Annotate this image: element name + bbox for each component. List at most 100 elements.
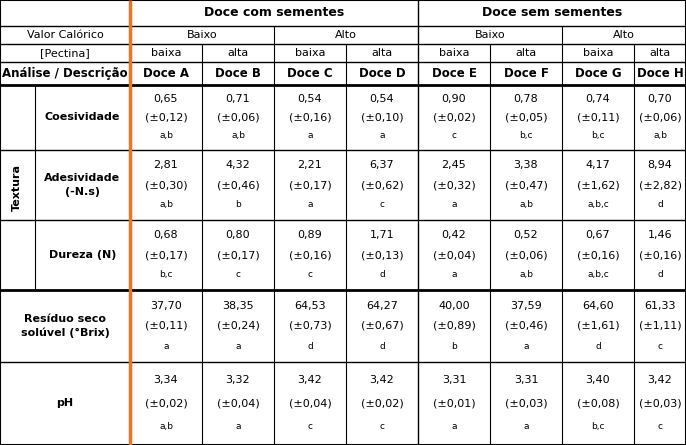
Text: c: c — [379, 200, 384, 209]
Text: 0,71: 0,71 — [226, 94, 250, 104]
Text: 3,32: 3,32 — [226, 375, 250, 385]
Text: (±0,12): (±0,12) — [145, 113, 187, 122]
Text: baixa: baixa — [582, 48, 613, 58]
Text: a: a — [451, 422, 457, 431]
Text: a: a — [451, 200, 457, 209]
Text: (±1,11): (±1,11) — [639, 321, 681, 331]
Text: (±0,46): (±0,46) — [505, 321, 547, 331]
Text: c: c — [307, 422, 313, 431]
Text: 1,71: 1,71 — [370, 231, 394, 240]
Text: a,b: a,b — [159, 200, 173, 209]
Text: d: d — [657, 270, 663, 279]
Text: Doce E: Doce E — [431, 67, 477, 80]
Text: a: a — [379, 131, 385, 140]
Text: (±0,06): (±0,06) — [505, 250, 547, 260]
Text: a: a — [235, 422, 241, 431]
Text: (±0,62): (±0,62) — [361, 180, 403, 190]
Text: (±0,02): (±0,02) — [433, 113, 475, 122]
Text: (±0,01): (±0,01) — [433, 399, 475, 409]
Text: 4,17: 4,17 — [586, 160, 611, 170]
Text: 3,40: 3,40 — [586, 375, 611, 385]
Text: d: d — [657, 200, 663, 209]
Text: 64,60: 64,60 — [582, 301, 614, 311]
Text: c: c — [657, 342, 663, 351]
Text: (±0,11): (±0,11) — [577, 113, 619, 122]
Text: a,b: a,b — [231, 131, 245, 140]
Text: 2,21: 2,21 — [298, 160, 322, 170]
Text: a,b: a,b — [159, 131, 173, 140]
Text: (±0,02): (±0,02) — [145, 399, 187, 409]
Text: (±0,04): (±0,04) — [217, 399, 259, 409]
Text: (±0,03): (±0,03) — [505, 399, 547, 409]
Text: (±0,03): (±0,03) — [639, 399, 681, 409]
Text: (±0,17): (±0,17) — [217, 250, 259, 260]
Text: 1,46: 1,46 — [648, 231, 672, 240]
Text: 0,70: 0,70 — [648, 94, 672, 104]
Text: baixa: baixa — [151, 48, 181, 58]
Text: 64,53: 64,53 — [294, 301, 326, 311]
Text: a: a — [163, 342, 169, 351]
Text: b,c: b,c — [591, 422, 605, 431]
Text: 38,35: 38,35 — [222, 301, 254, 311]
Text: 0,74: 0,74 — [586, 94, 611, 104]
Text: (±0,04): (±0,04) — [433, 250, 475, 260]
Text: a: a — [451, 270, 457, 279]
Text: alta: alta — [371, 48, 392, 58]
Text: a: a — [235, 342, 241, 351]
Text: 3,34: 3,34 — [154, 375, 178, 385]
Text: d: d — [379, 270, 385, 279]
Text: Alto: Alto — [613, 30, 635, 40]
Text: a,b: a,b — [159, 422, 173, 431]
Text: a,b,c: a,b,c — [587, 270, 609, 279]
Text: 0,65: 0,65 — [154, 94, 178, 104]
Text: 2,45: 2,45 — [442, 160, 466, 170]
Text: a,b: a,b — [519, 270, 533, 279]
Text: Doce D: Doce D — [359, 67, 405, 80]
Text: b,c: b,c — [159, 270, 173, 279]
Text: 0,68: 0,68 — [154, 231, 178, 240]
Text: Textura: Textura — [12, 164, 22, 211]
Text: a,b: a,b — [519, 200, 533, 209]
Text: (±0,06): (±0,06) — [217, 113, 259, 122]
Text: b,c: b,c — [591, 131, 605, 140]
Text: (±0,17): (±0,17) — [145, 250, 187, 260]
Text: Doce G: Doce G — [575, 67, 622, 80]
Text: Coesividade: Coesividade — [45, 113, 120, 122]
Text: baixa: baixa — [295, 48, 325, 58]
Text: Dureza (N): Dureza (N) — [49, 250, 116, 260]
Text: (±0,16): (±0,16) — [639, 250, 681, 260]
Text: (±0,24): (±0,24) — [217, 321, 259, 331]
Text: 3,31: 3,31 — [514, 375, 539, 385]
Text: alta: alta — [650, 48, 671, 58]
Text: 3,42: 3,42 — [298, 375, 322, 385]
Text: b: b — [451, 342, 457, 351]
Text: 0,54: 0,54 — [298, 94, 322, 104]
Text: (±1,62): (±1,62) — [577, 180, 619, 190]
Text: Baixo: Baixo — [187, 30, 217, 40]
Text: 0,89: 0,89 — [298, 231, 322, 240]
Text: (±0,10): (±0,10) — [361, 113, 403, 122]
Text: 3,42: 3,42 — [370, 375, 394, 385]
Text: Resíduo seco
solúvel (°Brix): Resíduo seco solúvel (°Brix) — [21, 314, 110, 338]
Text: (±0,30): (±0,30) — [145, 180, 187, 190]
Text: 6,37: 6,37 — [370, 160, 394, 170]
Text: 61,33: 61,33 — [644, 301, 676, 311]
Text: a,b,c: a,b,c — [587, 200, 609, 209]
Text: (±0,16): (±0,16) — [289, 250, 331, 260]
Text: d: d — [595, 342, 601, 351]
Text: 2,81: 2,81 — [154, 160, 178, 170]
Text: Doce H: Doce H — [637, 67, 683, 80]
Text: Alto: Alto — [335, 30, 357, 40]
Text: 8,94: 8,94 — [648, 160, 672, 170]
Text: (±0,47): (±0,47) — [505, 180, 547, 190]
Text: alta: alta — [515, 48, 536, 58]
Text: (±0,17): (±0,17) — [289, 180, 331, 190]
Text: 3,42: 3,42 — [648, 375, 672, 385]
Text: (±0,13): (±0,13) — [361, 250, 403, 260]
Text: (±2,82): (±2,82) — [639, 180, 681, 190]
Text: 0,80: 0,80 — [226, 231, 250, 240]
Text: (±0,05): (±0,05) — [505, 113, 547, 122]
Text: Doce com sementes: Doce com sementes — [204, 7, 344, 20]
Text: 3,31: 3,31 — [442, 375, 466, 385]
Text: (±0,46): (±0,46) — [217, 180, 259, 190]
